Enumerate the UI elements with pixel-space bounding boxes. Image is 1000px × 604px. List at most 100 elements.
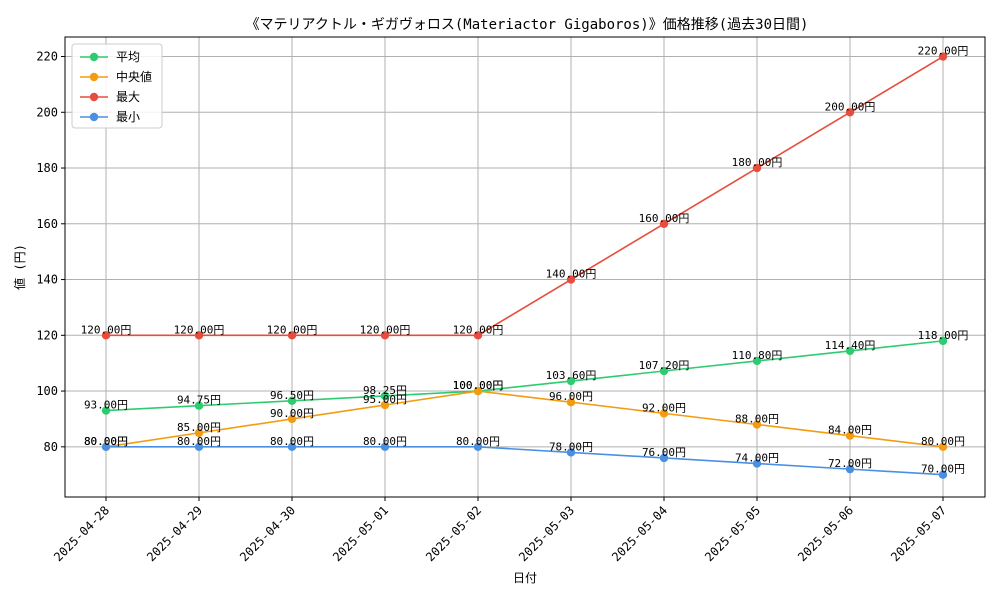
data-point (287, 331, 297, 340)
data-point (845, 431, 855, 440)
x-tick-label: 2025-04-28 (51, 503, 112, 564)
x-tick-label: 2025-05-04 (609, 503, 670, 564)
y-tick-label: 180 (36, 161, 58, 175)
data-label: 140.00円 (546, 268, 597, 281)
data-point (938, 52, 948, 61)
data-point (566, 275, 576, 284)
data-point (380, 391, 390, 401)
data-label: 120.00円 (267, 323, 318, 336)
x-tick-label: 2025-05-03 (516, 503, 577, 564)
data-label: 98.25円 (363, 384, 407, 397)
data-label: 120.00円 (453, 323, 504, 336)
legend-marker (89, 92, 99, 102)
data-point (194, 331, 204, 340)
data-label: 85.00円 (177, 421, 221, 434)
x-tick-label: 2025-05-06 (795, 503, 856, 564)
data-point (659, 219, 669, 228)
data-point (473, 442, 483, 452)
data-label: 80.00円 (84, 435, 128, 448)
data-point (845, 346, 855, 356)
data-label: 110.80円 (732, 349, 783, 362)
data-point (752, 420, 762, 429)
x-tick-label: 2025-05-05 (702, 503, 763, 564)
data-point (752, 356, 762, 366)
data-point (659, 366, 669, 376)
x-tick-label: 2025-05-07 (888, 503, 949, 564)
data-label: 88.00円 (735, 413, 779, 426)
legend-label: 最小 (116, 110, 140, 124)
series-line-3 (106, 446, 944, 476)
x-tick-label: 2025-04-29 (144, 503, 205, 564)
data-label: 74.00円 (735, 452, 779, 465)
data-point (659, 409, 669, 418)
data-point (194, 442, 204, 452)
data-label: 120.00円 (81, 323, 132, 336)
legend-frame (71, 43, 163, 129)
data-point (845, 108, 855, 117)
data-label: 160.00円 (639, 212, 690, 225)
data-point (938, 336, 948, 346)
data-label: 80.00円 (84, 435, 128, 448)
data-point (287, 396, 297, 406)
x-axis-label: 日付 (513, 571, 537, 585)
y-axis-label: 値 (円) (12, 244, 27, 290)
data-label: 120.00円 (174, 323, 225, 336)
y-ticks: 80 100 120 140 160 180 200 220 (36, 50, 65, 454)
data-label: 76.00円 (642, 446, 686, 459)
data-point (287, 414, 297, 424)
data-label: 114.40円 (825, 339, 876, 352)
chart-title: 《マテリアクトル・ギガヴォロス(Materiactor Gigaboros)》価… (246, 16, 809, 33)
x-tick-label: 2025-05-01 (330, 503, 391, 564)
data-label: 70.00円 (921, 463, 965, 476)
y-tick-label: 100 (36, 384, 58, 398)
x-ticks: 2025-04-28 2025-04-29 2025-04-30 2025-05-01… (51, 497, 949, 564)
data-label: 78.00円 (549, 440, 593, 453)
series-lines (105, 55, 944, 476)
data-point (938, 442, 948, 452)
data-label: 80.00円 (270, 435, 314, 448)
data-label: 96.00円 (549, 390, 593, 403)
series-line-2 (106, 55, 944, 337)
data-label: 100.00円 (453, 379, 504, 392)
data-label: 103.60円 (546, 369, 597, 382)
data-point (566, 448, 576, 457)
data-label: 107.20円 (639, 359, 690, 372)
data-label: 80.00円 (456, 435, 500, 448)
legend-label: 平均 (116, 50, 140, 64)
data-point (101, 442, 111, 452)
data-point (380, 331, 390, 340)
data-label: 200.00円 (825, 100, 876, 113)
x-tick-label: 2025-04-30 (237, 503, 298, 564)
data-point (938, 470, 948, 479)
data-point (845, 464, 855, 474)
y-tick-label: 220 (36, 50, 58, 64)
data-label: 92.00円 (642, 401, 686, 414)
series-points (101, 52, 948, 479)
data-point (566, 376, 576, 386)
series-line-1 (105, 390, 944, 448)
y-tick-label: 140 (36, 273, 58, 287)
data-point (566, 398, 576, 407)
data-label: 93.00円 (84, 399, 128, 412)
data-label: 120.00円 (360, 323, 411, 336)
data-label: 220.00円 (918, 45, 969, 58)
data-label: 96.50円 (270, 389, 314, 402)
y-tick-label: 160 (36, 217, 58, 231)
data-point (287, 442, 297, 452)
data-point (659, 453, 669, 463)
data-point (194, 401, 204, 410)
data-point (752, 163, 762, 173)
plot-frame (64, 36, 986, 498)
legend-label: 中央値 (116, 69, 152, 84)
data-point (101, 331, 111, 340)
legend-marker (89, 72, 99, 82)
legend-marker (89, 112, 99, 122)
data-label: 180.00円 (732, 156, 783, 169)
legend-marker (89, 52, 99, 62)
data-point (380, 400, 390, 410)
data-label: 94.75円 (177, 394, 221, 407)
data-point (473, 386, 483, 396)
